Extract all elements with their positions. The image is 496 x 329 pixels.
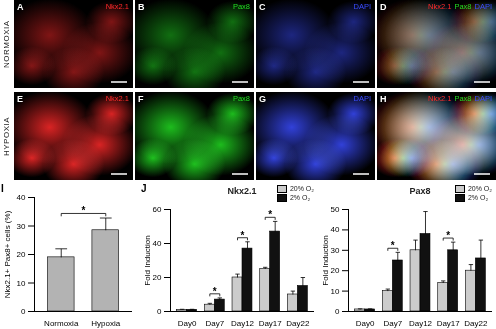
- html-text:NORMOXIA: NORMOXIA: [2, 20, 11, 68]
- svg-text:30: 30: [17, 222, 26, 231]
- svg-text:Fold Induction: Fold Induction: [321, 235, 330, 285]
- html-text:20% O₂: 20% O₂: [467, 185, 492, 192]
- svg-text:40: 40: [17, 193, 26, 202]
- svg-text:0: 0: [21, 307, 26, 316]
- svg-text:Fold Induction: Fold Induction: [143, 235, 152, 285]
- html-text:2% O₂: 2% O₂: [289, 194, 311, 201]
- html-text:B: B: [138, 2, 145, 12]
- svg-text:Day7: Day7: [383, 319, 402, 328]
- svg-text:40: 40: [153, 239, 162, 248]
- html-text:F: F: [138, 94, 144, 104]
- html-text:DAPI: DAPI: [353, 94, 371, 103]
- svg-text:Day0: Day0: [178, 319, 197, 328]
- svg-text:*: *: [446, 230, 450, 241]
- svg-text:Day0: Day0: [356, 319, 375, 328]
- svg-text:*: *: [241, 230, 245, 241]
- html-text:DAPI: DAPI: [353, 2, 371, 11]
- svg-text:*: *: [82, 205, 86, 216]
- svg-text:Day22: Day22: [286, 319, 310, 328]
- html-text:Nkx2.1: Nkx2.1: [105, 2, 129, 11]
- svg-text:Day17: Day17: [437, 319, 461, 328]
- html-text:Nkx2.1: Nkx2.1: [105, 94, 129, 103]
- html-text:E: E: [17, 94, 23, 104]
- svg-text:20: 20: [153, 273, 162, 282]
- html-text:Nkx2.1 Pax8 DAPI: Nkx2.1 Pax8 DAPI: [428, 2, 492, 11]
- html-text:H: H: [380, 94, 387, 104]
- html-text:D: D: [380, 2, 387, 12]
- svg-text:20: 20: [331, 266, 340, 275]
- html-text:HYPOXIA: HYPOXIA: [2, 116, 11, 156]
- html-text:J: J: [141, 183, 147, 194]
- svg-text:40: 40: [331, 225, 340, 234]
- svg-text:50: 50: [331, 205, 340, 214]
- svg-text:*: *: [268, 209, 272, 220]
- svg-text:60: 60: [153, 205, 162, 214]
- html-text:Pax8: Pax8: [232, 2, 250, 11]
- svg-text:10: 10: [331, 287, 340, 296]
- svg-text:Day12: Day12: [409, 319, 433, 328]
- svg-text:0: 0: [335, 307, 340, 316]
- svg-text:*: *: [391, 240, 395, 251]
- svg-text:Hypoxia: Hypoxia: [91, 319, 120, 328]
- html-text:Pax8: Pax8: [409, 186, 431, 196]
- svg-text:10: 10: [17, 279, 26, 288]
- svg-text:Day22: Day22: [464, 319, 488, 328]
- svg-text:Day17: Day17: [259, 319, 283, 328]
- svg-text:*: *: [213, 286, 217, 297]
- html-text:Nkx2.1 Pax8 DAPI: Nkx2.1 Pax8 DAPI: [428, 94, 492, 103]
- svg-text:20: 20: [17, 250, 26, 259]
- html-text:2% O₂: 2% O₂: [467, 194, 489, 201]
- html-text:G: G: [259, 94, 266, 104]
- html-text:Nkx2.1: Nkx2.1: [227, 186, 257, 196]
- html-text:A: A: [17, 2, 24, 12]
- svg-text:0: 0: [157, 307, 162, 316]
- html-text:20% O₂: 20% O₂: [289, 185, 314, 192]
- svg-text:Normoxia: Normoxia: [44, 319, 79, 328]
- html-text:C: C: [259, 2, 266, 12]
- html-text:Pax8: Pax8: [232, 94, 250, 103]
- svg-text:Nkx2.1+ Pax8+ cells (%): Nkx2.1+ Pax8+ cells (%): [3, 210, 12, 298]
- svg-text:Day12: Day12: [231, 319, 255, 328]
- html-text:I: I: [1, 183, 4, 194]
- svg-text:30: 30: [331, 246, 340, 255]
- svg-text:Day7: Day7: [205, 319, 224, 328]
